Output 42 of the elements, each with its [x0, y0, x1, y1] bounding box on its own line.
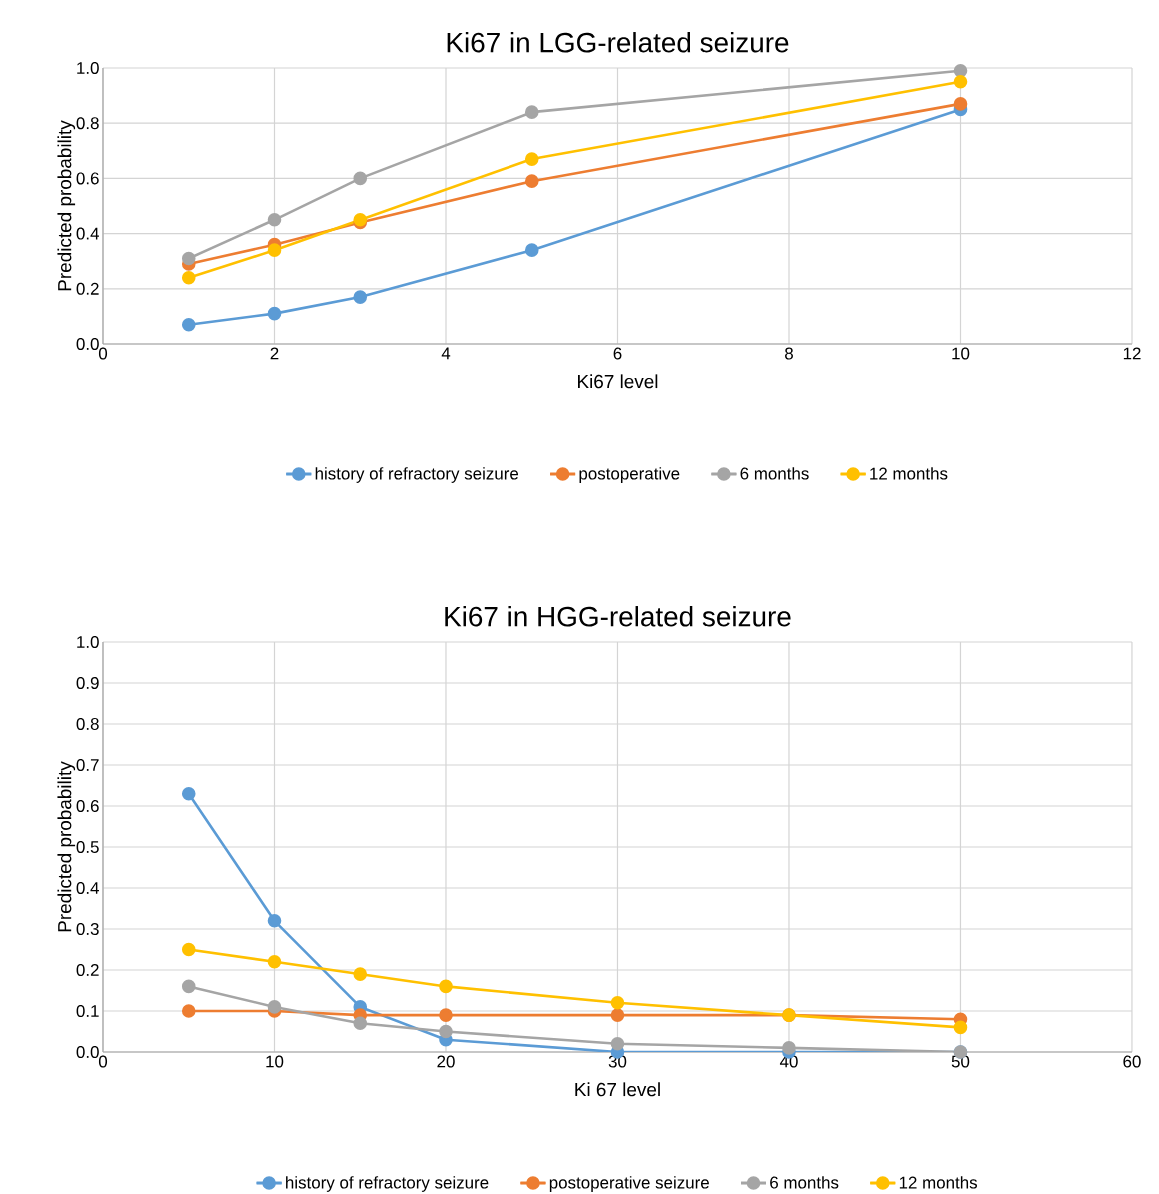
y-tick-label: 0.6: [76, 172, 99, 185]
y-tick-label: 0.9: [76, 677, 99, 690]
x-axis-title: Ki 67 level: [575, 1082, 660, 1097]
x-tick-label: 4: [441, 347, 451, 360]
y-tick-label: 0.0: [76, 338, 99, 351]
legend-label: postoperative seizure: [549, 1176, 709, 1192]
legend-label: postoperative: [579, 467, 680, 483]
legend-label: 12 months: [870, 467, 948, 480]
y-tick-label: 0.2: [76, 282, 99, 295]
chart-title: Ki67 in HGG-related seizure: [445, 606, 791, 627]
y-tick-label: 0.0: [76, 1046, 99, 1059]
y-tick-label: 0.8: [76, 718, 99, 731]
y-tick-label: 0.8: [76, 117, 99, 130]
x-tick-label: 2: [270, 347, 279, 360]
y-tick-label: 0.1: [76, 1005, 99, 1018]
x-tick-label: 8: [785, 347, 793, 360]
y-tick-label: 0.3: [76, 923, 99, 936]
x-tick-label: 10: [952, 347, 970, 360]
y-tick-label: 0.5: [76, 841, 99, 854]
y-tick-label: 1.0: [77, 636, 99, 649]
x-tick-label: 6: [613, 347, 622, 360]
x-tick-label: 20: [437, 1055, 455, 1068]
y-axis-title: Predicted probability: [57, 761, 76, 932]
x-tick-label: 0: [98, 347, 108, 360]
x-tick-label: 0: [98, 1055, 108, 1068]
chart-title: Ki67 in LGG-related seizure: [447, 32, 789, 53]
y-tick-label: 0.7: [76, 759, 99, 772]
y-tick-label: 0.4: [76, 227, 99, 240]
legend-label: history of refractory seizure: [286, 1176, 489, 1192]
y-tick-label: 0.4: [76, 882, 99, 895]
y-axis-title: Predicted probability: [57, 120, 76, 291]
x-tick-label: 12: [1123, 347, 1141, 360]
x-tick-label: 60: [1123, 1055, 1141, 1068]
y-tick-label: 0.2: [76, 964, 99, 977]
legend-label: 12 months: [899, 1176, 978, 1189]
legend-label: 6 months: [740, 467, 809, 480]
x-tick-label: 10: [266, 1055, 284, 1068]
legend-label: 6 months: [770, 1176, 839, 1189]
x-axis-title: Ki67 level: [578, 374, 658, 389]
y-tick-label: 0.6: [76, 800, 99, 813]
legend-label: history of refractory seizure: [315, 467, 519, 483]
y-tick-label: 1.0: [77, 62, 99, 75]
